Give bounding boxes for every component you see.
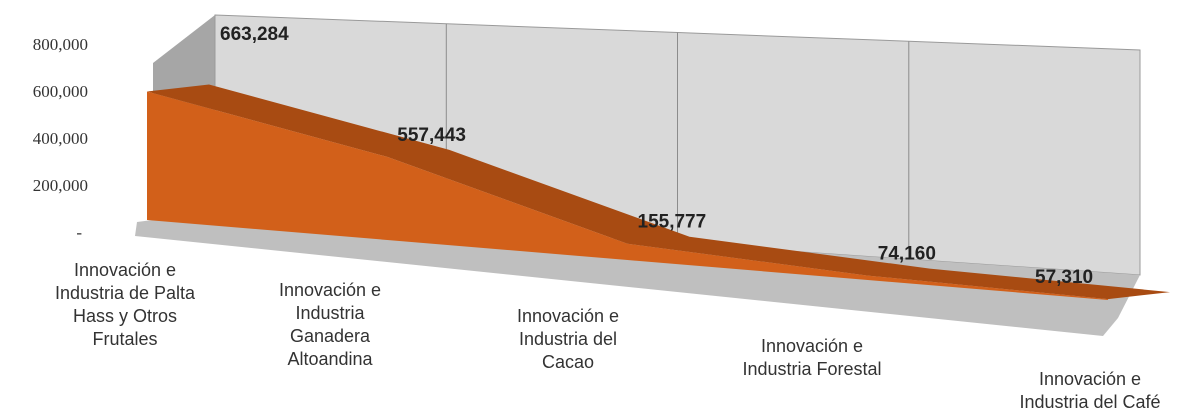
- data-label: 74,160: [878, 244, 936, 265]
- data-labels: 663,284 557,443 155,777 74,160 57,310: [220, 24, 1093, 288]
- y-axis-ticks: - 200,000 400,000 600,000 800,000: [33, 35, 88, 242]
- category-labels: Innovación e Industria de Palta Hass y Otr…: [55, 260, 1161, 412]
- category-label: Innovación e Industria Forestal: [742, 336, 881, 379]
- y-tick-label: 200,000: [33, 176, 88, 195]
- data-label: 557,443: [397, 125, 466, 146]
- y-tick-label: 600,000: [33, 82, 88, 101]
- y-tick-label: 400,000: [33, 129, 88, 148]
- category-label: Innovación e Industria de Palta Hass y Otr…: [55, 260, 196, 349]
- category-label: Innovación e Industria Ganadera Altoandina: [279, 280, 381, 369]
- y-tick-label: 800,000: [33, 35, 88, 54]
- y-tick-label: -: [76, 223, 82, 242]
- floor: [135, 212, 1140, 336]
- area-top-surface: [147, 84, 1170, 300]
- category-label: Innovación e Industria del Café: [1019, 369, 1160, 412]
- area-front-face: [147, 91, 1108, 300]
- data-label: 57,310: [1035, 267, 1093, 288]
- data-label: 663,284: [220, 24, 289, 45]
- category-label: Innovación e Industria del Cacao: [517, 306, 619, 372]
- data-label: 155,777: [638, 212, 707, 233]
